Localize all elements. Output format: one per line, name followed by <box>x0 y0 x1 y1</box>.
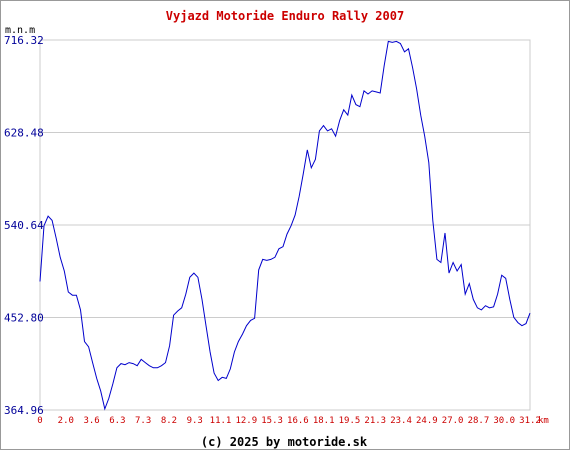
x-tick-label: 16.6 <box>287 416 309 426</box>
x-tick-label: 21.3 <box>364 416 386 426</box>
y-tick-label: 716.32 <box>4 34 44 47</box>
x-tick-label: 24.9 <box>416 416 438 426</box>
x-tick-label: 12.9 <box>235 416 257 426</box>
copyright-footer: (c) 2025 by motoride.sk <box>201 435 368 449</box>
x-tick-label: 27.0 <box>442 416 464 426</box>
y-tick-label: 540.64 <box>4 219 44 232</box>
y-tick-label: 364.96 <box>4 404 44 417</box>
x-tick-label: 30.0 <box>493 416 515 426</box>
x-tick-label: 7.3 <box>135 416 151 426</box>
y-axis-label: m.n.m <box>5 25 35 36</box>
x-tick-label: 6.3 <box>109 416 125 426</box>
x-tick-label: 18.1 <box>313 416 335 426</box>
x-tick-label: 31.2 <box>519 416 541 426</box>
y-tick-label: 628.48 <box>4 127 44 140</box>
elevation-line <box>39 40 531 411</box>
grid <box>39 39 531 411</box>
x-tick-label: 11.1 <box>210 416 232 426</box>
chart-title: Vyjazd Motoride Enduro Rally 2007 <box>166 9 404 23</box>
x-axis-label: km <box>538 416 549 426</box>
y-tick-labels: 716.32 628.48 540.64 452.80 364.96 <box>4 34 44 417</box>
x-tick-labels: 0 2.0 3.6 6.3 7.3 8.2 9.3 11.1 12.9 15.3 16.6 18.1 1… <box>37 416 541 426</box>
y-tick-label: 452.80 <box>4 312 44 325</box>
x-tick-label: 8.2 <box>161 416 177 426</box>
x-tick-label: 19.5 <box>339 416 361 426</box>
x-tick-label: 28.7 <box>468 416 490 426</box>
x-tick-label: 2.0 <box>58 416 74 426</box>
x-tick-label: 15.3 <box>261 416 283 426</box>
x-tick-label: 0 <box>37 416 42 426</box>
x-tick-label: 3.6 <box>83 416 99 426</box>
x-tick-label: 9.3 <box>187 416 203 426</box>
x-tick-label: 23.4 <box>390 416 412 426</box>
